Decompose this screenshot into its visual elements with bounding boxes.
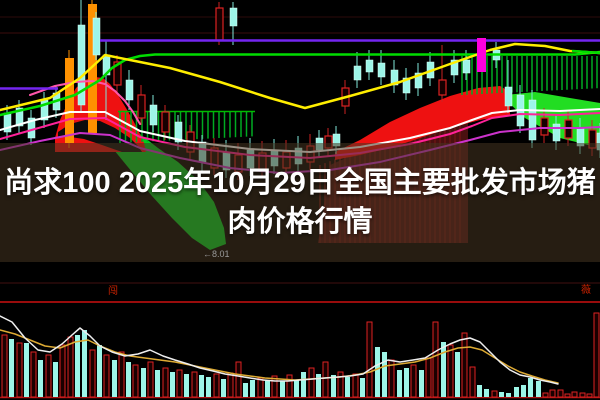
volume-ma-lines bbox=[0, 315, 559, 385]
volume-gridlines bbox=[0, 282, 600, 399]
headline-line-1: 尚求100 2025年10月29日全国主要批发市场猪 bbox=[4, 166, 596, 199]
watermark-glyph-right: 薇 bbox=[581, 285, 591, 296]
watermark-glyph-left: 闯 bbox=[108, 286, 118, 297]
headline-overlay: 尚求100 2025年10月29日全国主要批发市场猪 肉价格行情 bbox=[0, 143, 600, 262]
volume-bars bbox=[1, 312, 600, 398]
headline-line-2: 肉价格行情 bbox=[227, 205, 373, 238]
level-lines bbox=[0, 38, 600, 90]
price-marker-label: ←8.01 bbox=[203, 249, 230, 259]
